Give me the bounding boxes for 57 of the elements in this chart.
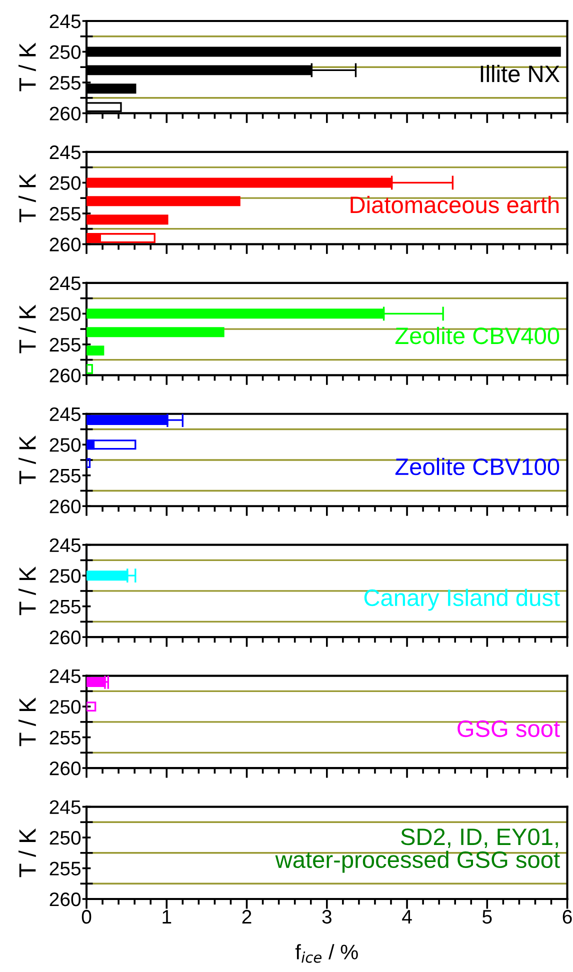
- y-axis-title: T / K: [18, 697, 36, 746]
- x-axis-title: f$_{ice}$ / %: [295, 944, 358, 963]
- y-tick-label: 260: [50, 630, 81, 644]
- text: GSG soot: [458, 720, 560, 738]
- y-tick-label: 250: [50, 438, 81, 452]
- y-axis-title: T / K: [18, 42, 36, 92]
- y-tick-label: 255: [50, 76, 81, 90]
- x-tick-label: 1: [162, 910, 172, 924]
- text: Zeolite CBV400: [395, 326, 560, 344]
- y-axis-title: T / K: [18, 304, 36, 354]
- x-tick-label: 4: [402, 910, 412, 924]
- bar: [86, 346, 104, 356]
- text: SD2, ID, EY01, water-processed GSG soot: [275, 828, 560, 873]
- bar: [86, 196, 240, 206]
- y-axis-title: T / K: [18, 174, 36, 222]
- text: Diatomaceous earth: [350, 196, 559, 214]
- y-tick-label: 255: [50, 338, 81, 352]
- y-tick-label: 250: [50, 45, 81, 59]
- text: Illite NX: [480, 64, 560, 82]
- y-tick-label: 245: [50, 538, 81, 552]
- y-tick-label: 260: [50, 762, 81, 776]
- y-tick-label: 255: [50, 206, 81, 221]
- y-axis-title: T / K: [18, 566, 36, 616]
- bar: [86, 327, 224, 338]
- y-tick-label: 255: [50, 730, 81, 745]
- x-tick-label: 3: [322, 910, 332, 924]
- text: Zeolite CBV100: [395, 458, 560, 476]
- y-tick-label: 245: [50, 14, 81, 28]
- y-tick-label: 245: [50, 145, 81, 160]
- y-tick-label: 260: [50, 500, 81, 514]
- x-tick-label: 0: [82, 910, 92, 924]
- y-axis-title: T / K: [18, 828, 36, 878]
- bar: [86, 458, 91, 468]
- text: Canary Island dust: [364, 588, 560, 611]
- y-tick-label: 245: [50, 800, 81, 814]
- y-tick-label: 245: [50, 407, 81, 422]
- y-tick-label: 255: [50, 600, 81, 614]
- y-tick-label: 250: [50, 700, 81, 714]
- y-tick-label: 255: [50, 468, 81, 483]
- y-tick-label: 260: [50, 892, 81, 906]
- y-axis-title: T / K: [18, 436, 36, 484]
- x-tick-label: 6: [562, 910, 572, 924]
- y-tick-label: 260: [50, 368, 81, 382]
- y-tick-label: 255: [50, 862, 81, 876]
- bar: [86, 415, 168, 426]
- bar: [86, 214, 168, 225]
- x-tick-label: 5: [482, 910, 492, 924]
- y-tick-label: 250: [50, 176, 81, 190]
- y-tick-label: 260: [50, 106, 81, 120]
- bar: [86, 364, 93, 374]
- y-tick-label: 245: [50, 276, 81, 290]
- y-tick-label: 245: [50, 669, 81, 684]
- y-tick-label: 250: [50, 307, 81, 321]
- y-tick-label: 260: [50, 238, 81, 252]
- y-tick-label: 250: [50, 569, 81, 583]
- x-tick-label: 2: [242, 910, 252, 924]
- y-tick-label: 250: [50, 830, 81, 845]
